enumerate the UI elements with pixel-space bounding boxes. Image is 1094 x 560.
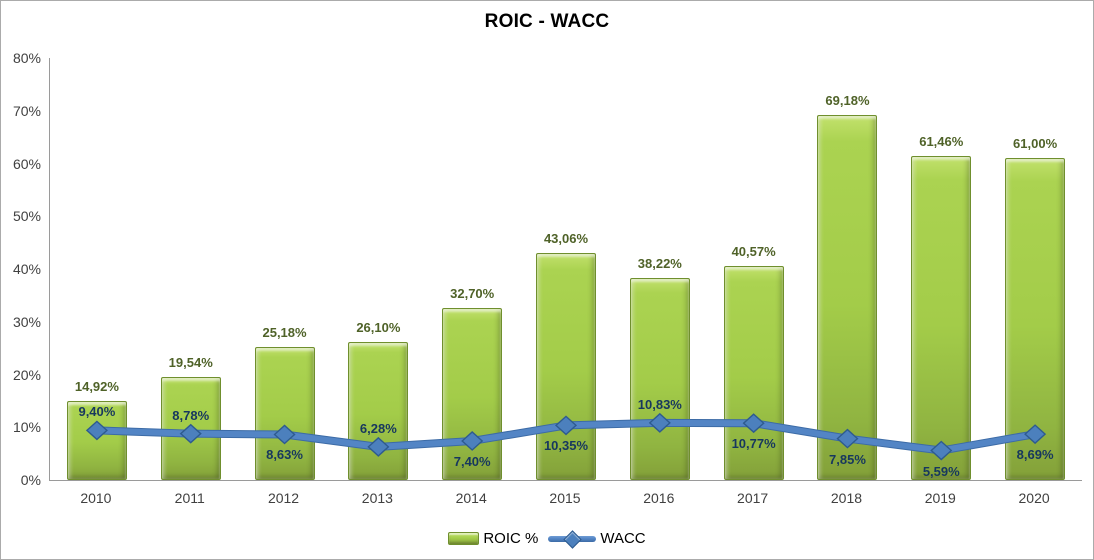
wacc-label-2020: 8,69% bbox=[1016, 447, 1054, 463]
bar-2016 bbox=[629, 278, 690, 480]
legend-item-wacc: WACC bbox=[548, 529, 646, 549]
roic-label-2014: 32,70% bbox=[450, 285, 495, 301]
legend-label-wacc: WACC bbox=[600, 530, 646, 547]
x-tick-2013: 2013 bbox=[361, 490, 393, 506]
legend-label-roic: ROIC % bbox=[483, 530, 539, 547]
roic-label-2011: 19,54% bbox=[168, 354, 213, 370]
x-tick-2017: 2017 bbox=[737, 490, 769, 506]
wacc-label-2013: 6,28% bbox=[359, 420, 397, 436]
y-tick-30: 30% bbox=[12, 313, 41, 330]
y-tick-50: 50% bbox=[12, 208, 41, 225]
x-tick-2010: 2010 bbox=[80, 490, 112, 506]
wacc-label-2011: 8,78% bbox=[172, 407, 210, 423]
bar-2013 bbox=[348, 342, 409, 480]
wacc-line-swatch-icon bbox=[548, 529, 597, 549]
y-tick-20: 20% bbox=[12, 366, 41, 383]
roic-label-2015: 43,06% bbox=[543, 230, 589, 246]
wacc-label-2018: 7,85% bbox=[829, 451, 866, 467]
y-tick-70: 70% bbox=[12, 102, 41, 119]
roic-label-2019: 61,46% bbox=[919, 133, 964, 149]
chart-title: ROIC - WACC bbox=[484, 11, 610, 32]
x-tick-2014: 2014 bbox=[455, 490, 487, 506]
roic-label-2017: 40,57% bbox=[731, 243, 776, 259]
x-tick-2018: 2018 bbox=[830, 490, 863, 506]
wacc-label-2015: 10,35% bbox=[543, 438, 589, 454]
wacc-label-2012: 8,63% bbox=[266, 447, 303, 463]
legend-item-roic: ROIC % bbox=[448, 530, 538, 547]
y-tick-10: 10% bbox=[12, 419, 41, 436]
plot-area: 14,92% 19,54% 25,18% 26,10% 32,70% 43,06% 38,2… bbox=[49, 58, 1082, 481]
roic-bar-swatch-icon bbox=[448, 532, 480, 545]
wacc-label-2014: 7,40% bbox=[453, 453, 491, 469]
x-tick-2016: 2016 bbox=[643, 490, 675, 506]
bar-2012 bbox=[254, 347, 315, 480]
x-tick-2015: 2015 bbox=[549, 490, 581, 506]
wacc-label-2016: 10,83% bbox=[637, 396, 682, 412]
bar-2011 bbox=[160, 376, 221, 480]
y-tick-60: 60% bbox=[12, 155, 41, 172]
roic-label-2012: 25,18% bbox=[262, 325, 307, 341]
wacc-label-2019: 5,59% bbox=[922, 463, 960, 479]
y-tick-80: 80% bbox=[12, 50, 41, 66]
y-tick-0: 0% bbox=[20, 472, 41, 488]
roic-label-2016: 38,22% bbox=[637, 256, 682, 272]
roic-label-2013: 26,10% bbox=[356, 320, 401, 336]
roic-label-2010: 14,92% bbox=[74, 379, 119, 395]
roic-label-2018: 69,18% bbox=[825, 93, 870, 109]
x-tick-2011: 2011 bbox=[174, 490, 205, 506]
roic-label-2020: 61,00% bbox=[1013, 136, 1058, 152]
wacc-diamond-marker-icon bbox=[563, 529, 583, 549]
x-tick-2020: 2020 bbox=[1018, 490, 1050, 506]
wacc-label-2017: 10,77% bbox=[731, 436, 776, 452]
bar-2019 bbox=[911, 155, 972, 480]
bar-2018 bbox=[817, 115, 878, 480]
wacc-label-2010: 9,40% bbox=[78, 404, 116, 420]
x-tick-2012: 2012 bbox=[267, 490, 300, 506]
chart-legend: ROIC % WACC bbox=[1, 529, 1093, 549]
y-tick-40: 40% bbox=[12, 261, 41, 277]
x-tick-2019: 2019 bbox=[924, 490, 956, 506]
bar-2020 bbox=[1005, 158, 1066, 480]
